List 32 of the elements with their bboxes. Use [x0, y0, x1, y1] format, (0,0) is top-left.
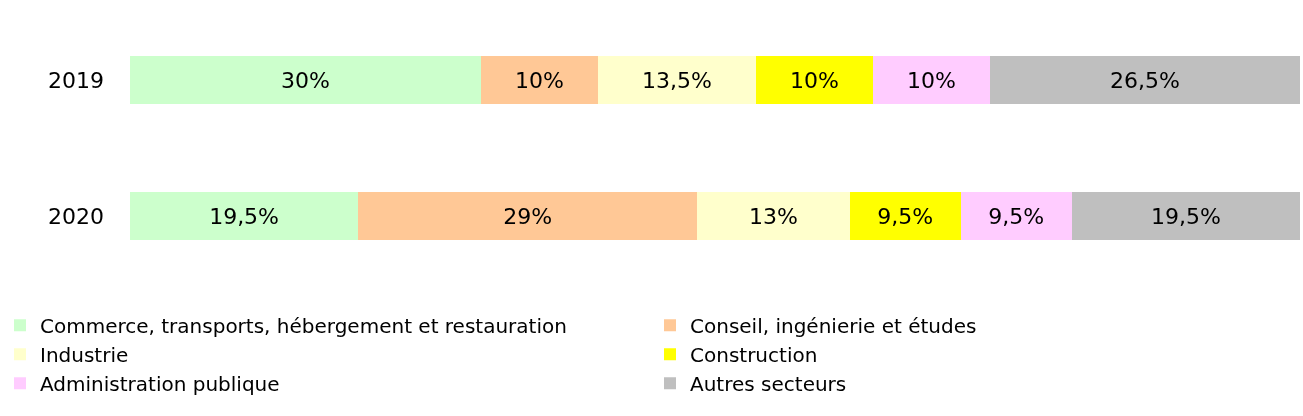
data-label: 19,5% — [1150, 203, 1221, 229]
data-label: 10% — [515, 67, 564, 93]
legend-label: Conseil, ingénierie et études — [690, 314, 977, 339]
legend-label: Administration publique — [40, 372, 280, 397]
bar — [872, 56, 990, 104]
bar — [849, 192, 961, 240]
data-label: 13,5% — [642, 67, 712, 93]
legend-label: Commerce, transports, hébergement et restauration — [40, 314, 567, 339]
y-tick-label: 2020 — [48, 203, 104, 229]
bar — [130, 192, 359, 240]
data-label: 9,5% — [988, 203, 1045, 229]
legend-label: Industrie — [40, 343, 129, 368]
y-tick-label: 2019 — [48, 67, 104, 93]
legend-label: Autres secteurs — [690, 372, 847, 397]
data-label: 9,5% — [877, 203, 934, 229]
bar — [130, 56, 481, 104]
data-label: 19,5% — [209, 203, 280, 229]
bar — [960, 192, 1072, 240]
data-label: 10% — [790, 67, 839, 93]
data-label: 26,5% — [1110, 67, 1180, 93]
data-label: 29% — [503, 203, 553, 229]
bar — [598, 56, 756, 104]
legend-label: Construction — [690, 343, 818, 368]
data-label: 30% — [281, 67, 330, 93]
bar — [358, 192, 698, 240]
bar — [989, 56, 1300, 104]
data-label: 10% — [907, 67, 956, 93]
bar — [755, 56, 873, 104]
bar — [481, 56, 598, 104]
data-label: 13% — [749, 203, 798, 229]
bar — [1071, 192, 1300, 240]
bar — [697, 192, 850, 240]
